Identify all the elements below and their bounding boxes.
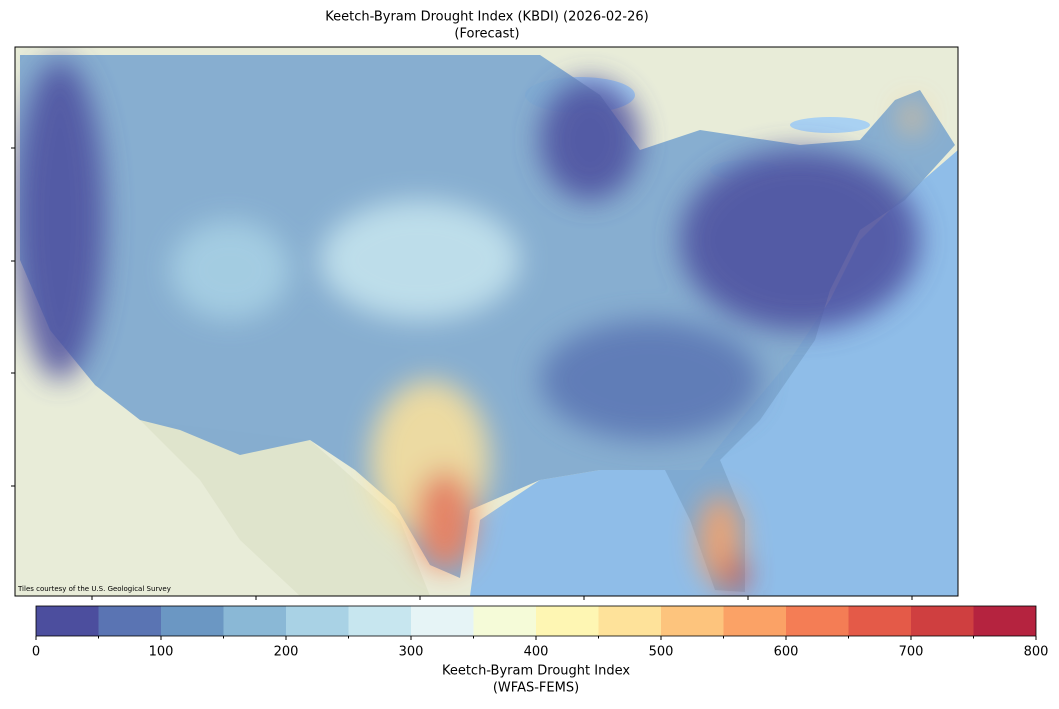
- colorbar-bin: [973, 606, 1036, 636]
- colorbar-tick-label: 600: [774, 645, 799, 660]
- colorbar: 0 100 200 300 400 500 600 700 800: [32, 605, 1049, 660]
- mexico: [140, 420, 430, 596]
- colorbar-tick-label: 100: [149, 645, 174, 660]
- basemap: Tiles courtesy of the U.S. Geological Su…: [15, 47, 958, 596]
- colorbar-bin: [348, 606, 411, 636]
- colorbar-bin: [411, 606, 474, 636]
- lake: [790, 117, 870, 133]
- region: [723, 557, 747, 593]
- colorbar-bin: [598, 606, 661, 636]
- subtitle: (Forecast): [454, 27, 519, 42]
- colorbar-tick-label: 800: [1024, 645, 1049, 660]
- attribution: Tiles courtesy of the U.S. Geological Su…: [17, 585, 171, 593]
- colorbar-bin: [848, 606, 911, 636]
- region: [15, 60, 105, 380]
- colorbar-tick-label: 0: [32, 645, 40, 660]
- region: [540, 320, 760, 440]
- colorbar-bin: [723, 606, 786, 636]
- colorbar-bin: [36, 606, 99, 636]
- region: [680, 150, 920, 330]
- colorbar-bin: [286, 606, 349, 636]
- region: [902, 102, 922, 134]
- region: [320, 200, 520, 320]
- map-frame: [14, 46, 959, 597]
- colorbar-tick-label: 200: [274, 645, 299, 660]
- kbdi-field: [15, 55, 955, 593]
- colorbar-bin: [786, 606, 849, 636]
- colorbar-bin: [98, 606, 161, 636]
- region: [170, 220, 290, 320]
- colorbar-bin: [161, 606, 224, 636]
- colorbar-bin: [223, 606, 286, 636]
- colorbar-tick-label: 700: [899, 645, 924, 660]
- region: [540, 80, 640, 200]
- colorbar-bin: [661, 606, 724, 636]
- colorbar-sublabel: (WFAS-FEMS): [493, 681, 579, 696]
- colorbar-label: Keetch-Byram Drought Index: [442, 664, 630, 679]
- title: Keetch-Byram Drought Index (KBDI) (2026-…: [325, 10, 648, 25]
- region: [415, 470, 475, 570]
- colorbar-tick-label: 400: [524, 645, 549, 660]
- colorbar-tick-label: 500: [649, 645, 674, 660]
- colorbar-bin: [911, 606, 974, 636]
- colorbar-bin: [536, 606, 599, 636]
- colorbar-bin: [473, 606, 536, 636]
- axis-ticks: [11, 147, 913, 600]
- colorbar-tick-label: 300: [399, 645, 424, 660]
